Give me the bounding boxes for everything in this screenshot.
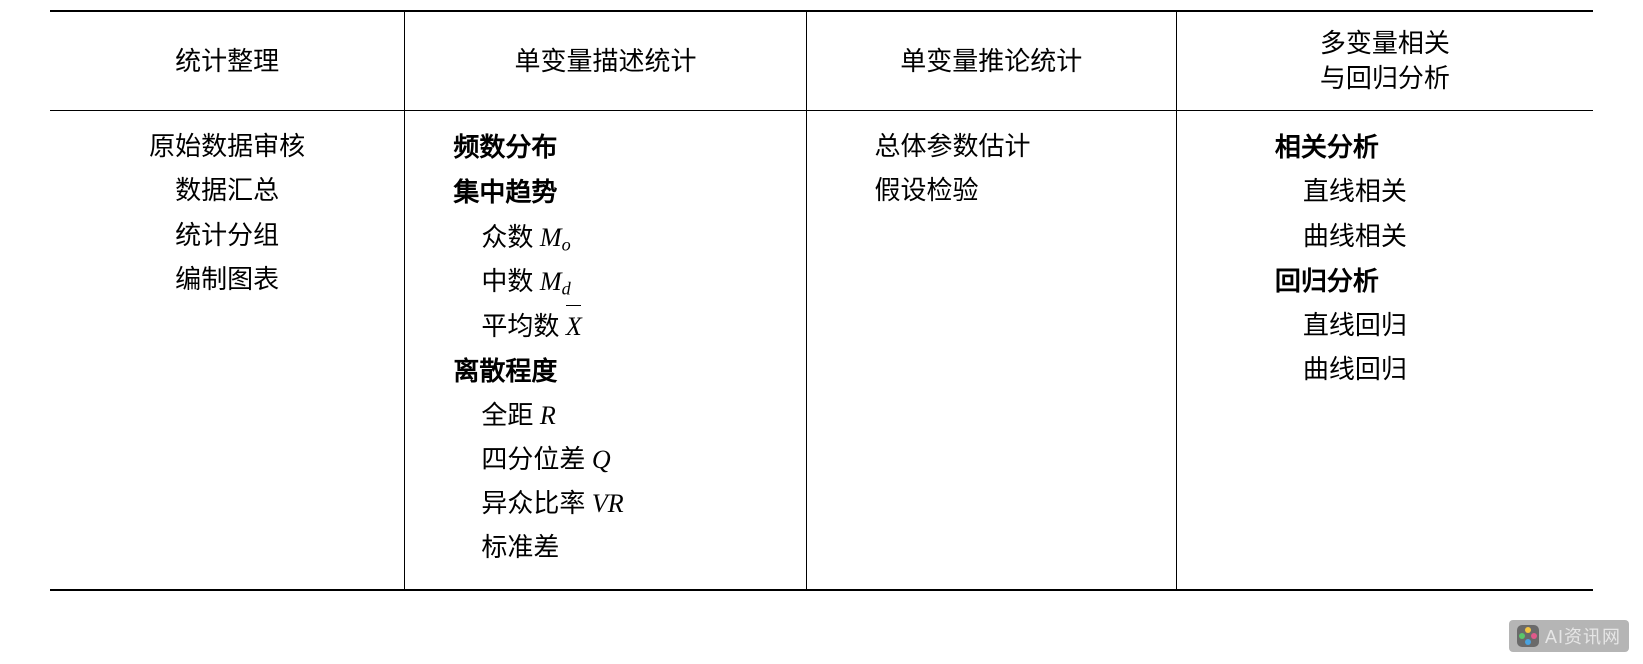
table-body-row: 原始数据审核数据汇总统计分组编制图表 频数分布集中趋势众数 Mo中数 Md平均数… [50, 111, 1593, 590]
list-item: 曲线回归 [1275, 348, 1407, 392]
list-item: 数据汇总 [149, 169, 305, 213]
list-item: 编制图表 [149, 258, 305, 302]
item-text: 四分位差 [481, 445, 592, 474]
item-text: 异众比率 [481, 489, 592, 518]
col-header-1: 单变量描述统计 [405, 11, 806, 111]
math-symbol: M [540, 267, 562, 296]
item-text: 离散程度 [453, 356, 557, 386]
list-item: 中数 Md [453, 260, 623, 304]
item-text: 数据汇总 [175, 176, 279, 205]
list-item: 相关分析 [1275, 125, 1407, 170]
watermark: AI资讯网 [1509, 620, 1629, 652]
item-text: 频数分布 [453, 132, 557, 162]
col-header-2: 单变量推论统计 [806, 11, 1176, 111]
list-item: 总体参数估计 [875, 125, 1031, 169]
item-text: 标准差 [481, 533, 559, 562]
list-item: 直线回归 [1275, 304, 1407, 348]
cell-col0: 原始数据审核数据汇总统计分组编制图表 [50, 111, 405, 590]
list-item: 平均数 X [453, 305, 623, 349]
watermark-text: AI资讯网 [1545, 623, 1621, 649]
list-item: 直线相关 [1275, 170, 1407, 214]
list-item: 集中趋势 [453, 170, 623, 215]
item-text: 编制图表 [175, 265, 279, 294]
math-xbar: X [566, 305, 582, 349]
list-item: 原始数据审核 [149, 125, 305, 169]
item-text: 集中趋势 [453, 177, 557, 207]
col-header-3-line1: 多变量相关 [1320, 29, 1450, 58]
list-item: 统计分组 [149, 214, 305, 258]
item-text: 中数 [481, 267, 540, 296]
math-symbol: R [540, 401, 556, 430]
math-symbol: Q [592, 445, 611, 474]
list-item: 频数分布 [453, 125, 623, 170]
list-item: 四分位差 Q [453, 438, 623, 482]
item-text: 曲线相关 [1303, 222, 1407, 251]
list-item: 假设检验 [875, 169, 1031, 213]
list-item: 曲线相关 [1275, 215, 1407, 259]
col-header-0: 统计整理 [50, 11, 405, 111]
item-text: 曲线回归 [1303, 355, 1407, 384]
item-text: 总体参数估计 [875, 132, 1031, 161]
col-header-3: 多变量相关 与回归分析 [1176, 11, 1593, 111]
item-text: 平均数 [481, 312, 566, 341]
statistics-outline-table: 统计整理 单变量描述统计 单变量推论统计 多变量相关 与回归分析 原始数据审核数… [50, 10, 1593, 591]
math-subscript: o [562, 234, 571, 254]
list-item: 全距 R [453, 394, 623, 438]
item-text: 相关分析 [1275, 132, 1379, 162]
list-item: 标准差 [453, 526, 623, 570]
col-header-3-line2: 与回归分析 [1320, 64, 1450, 93]
list-item: 众数 Mo [453, 216, 623, 260]
list-item: 离散程度 [453, 349, 623, 394]
item-text: 统计分组 [175, 221, 279, 250]
math-symbol: VR [592, 489, 624, 518]
cell-col2: 总体参数估计假设检验 [806, 111, 1176, 590]
item-text: 原始数据审核 [149, 132, 305, 161]
item-text: 直线相关 [1303, 177, 1407, 206]
cell-col3: 相关分析直线相关曲线相关回归分析直线回归曲线回归 [1176, 111, 1593, 590]
item-text: 直线回归 [1303, 311, 1407, 340]
item-text: 众数 [481, 223, 540, 252]
cell-col1: 频数分布集中趋势众数 Mo中数 Md平均数 X离散程度全距 R四分位差 Q异众比… [405, 111, 806, 590]
list-item: 异众比率 VR [453, 482, 623, 526]
list-item: 回归分析 [1275, 259, 1407, 304]
item-text: 全距 [481, 401, 540, 430]
math-symbol: M [540, 223, 562, 252]
item-text: 假设检验 [875, 176, 979, 205]
watermark-flower-icon [1517, 625, 1539, 647]
item-text: 回归分析 [1275, 266, 1379, 296]
math-subscript: d [562, 279, 571, 299]
table-header-row: 统计整理 单变量描述统计 单变量推论统计 多变量相关 与回归分析 [50, 11, 1593, 111]
